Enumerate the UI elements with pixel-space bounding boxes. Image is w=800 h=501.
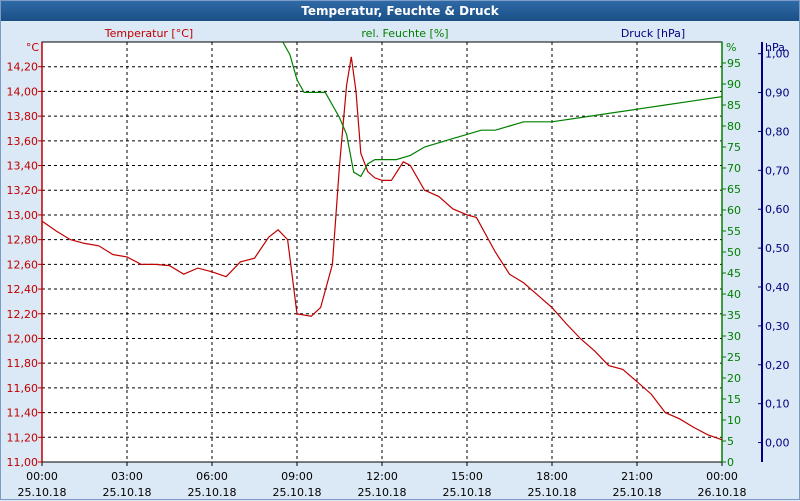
humidity-tick-label: 5 <box>727 435 734 448</box>
x-tick-time-label: 12:00 <box>366 470 398 483</box>
pressure-tick-label: 0,20 <box>765 359 790 372</box>
pressure-tick-label: 0,60 <box>765 203 790 216</box>
x-tick-time-label: 09:00 <box>281 470 313 483</box>
temperature-series-line <box>41 56 723 441</box>
humidity-tick-label: 85 <box>727 99 741 112</box>
temperature-tick-label: 13,00 <box>7 209 39 222</box>
pressure-unit-label: hPa <box>765 41 785 54</box>
temperature-tick-label: 12,60 <box>7 258 39 271</box>
humidity-tick-label: 40 <box>727 288 741 301</box>
temperature-unit-label: °C <box>26 41 40 54</box>
humidity-tick-label: 55 <box>727 225 741 238</box>
x-tick-date-label: 25.10.18 <box>613 486 662 499</box>
x-tick-time-label: 03:00 <box>111 470 143 483</box>
humidity-axis-title: rel. Feuchte [%] <box>361 27 448 40</box>
x-tick-date-label: 25.10.18 <box>188 486 237 499</box>
humidity-tick-label: 10 <box>727 414 741 427</box>
temperature-tick-label: 11,80 <box>7 357 39 370</box>
x-tick-date-label: 25.10.18 <box>273 486 322 499</box>
temperature-tick-label: 12,20 <box>7 308 39 321</box>
x-tick-date-label: 25.10.18 <box>103 486 152 499</box>
temperature-tick-label: 11,00 <box>7 456 39 469</box>
temperature-tick-label: 11,60 <box>7 382 39 395</box>
temperature-tick-label: 13,80 <box>7 110 39 123</box>
x-tick-time-label: 00:00 <box>26 470 58 483</box>
x-tick-time-label: 15:00 <box>451 470 483 483</box>
humidity-tick-label: 90 <box>727 78 741 91</box>
x-tick-date-label: 25.10.18 <box>358 486 407 499</box>
x-tick-date-label: 25.10.18 <box>443 486 492 499</box>
humidity-series-line <box>282 41 723 178</box>
temperature-tick-label: 12,40 <box>7 283 39 296</box>
humidity-tick-label: 70 <box>727 162 741 175</box>
x-tick-time-label: 00:00 <box>706 470 738 483</box>
pressure-tick-label: 0,50 <box>765 242 790 255</box>
humidity-tick-label: 25 <box>727 351 741 364</box>
temperature-tick-label: 12,80 <box>7 234 39 247</box>
humidity-tick-label: 30 <box>727 330 741 343</box>
temperature-tick-label: 13,20 <box>7 184 39 197</box>
temperature-tick-label: 13,60 <box>7 135 39 148</box>
humidity-tick-label: 95 <box>727 57 741 70</box>
humidity-unit-label: % <box>726 41 736 54</box>
humidity-tick-label: 80 <box>727 120 741 133</box>
x-tick-date-label: 25.10.18 <box>528 486 577 499</box>
pressure-tick-label: 0,70 <box>765 164 790 177</box>
x-tick-date-label: 25.10.18 <box>18 486 67 499</box>
x-tick-time-label: 21:00 <box>621 470 653 483</box>
x-tick-date-label: 26.10.18 <box>698 486 747 499</box>
temperature-tick-label: 12,00 <box>7 332 39 345</box>
pressure-tick-label: 1,00 <box>765 48 790 61</box>
pressure-tick-label: 0,30 <box>765 320 790 333</box>
humidity-tick-label: 15 <box>727 393 741 406</box>
temperature-tick-label: 14,00 <box>7 85 39 98</box>
humidity-tick-label: 20 <box>727 372 741 385</box>
humidity-tick-label: 35 <box>727 309 741 322</box>
pressure-axis-title: Druck [hPa] <box>621 27 685 40</box>
humidity-tick-label: 65 <box>727 183 741 196</box>
temperature-axis-title: Temperatur [°C] <box>104 27 193 40</box>
humidity-tick-label: 75 <box>727 141 741 154</box>
humidity-tick-label: 60 <box>727 204 741 217</box>
humidity-tick-label: 0 <box>727 456 734 469</box>
pressure-tick-label: 0,10 <box>765 398 790 411</box>
humidity-tick-label: 50 <box>727 246 741 259</box>
temperature-tick-label: 11,20 <box>7 431 39 444</box>
window-title: Temperatur, Feuchte & Druck <box>1 1 799 21</box>
x-tick-time-label: 06:00 <box>196 470 228 483</box>
pressure-tick-label: 0,40 <box>765 281 790 294</box>
pressure-tick-label: 0,90 <box>765 87 790 100</box>
temperature-tick-label: 11,40 <box>7 407 39 420</box>
temperature-tick-label: 14,20 <box>7 61 39 74</box>
pressure-tick-label: 0,80 <box>765 125 790 138</box>
x-tick-time-label: 18:00 <box>536 470 568 483</box>
pressure-tick-label: 0,00 <box>765 437 790 450</box>
temperature-tick-label: 13,40 <box>7 160 39 173</box>
humidity-tick-label: 45 <box>727 267 741 280</box>
